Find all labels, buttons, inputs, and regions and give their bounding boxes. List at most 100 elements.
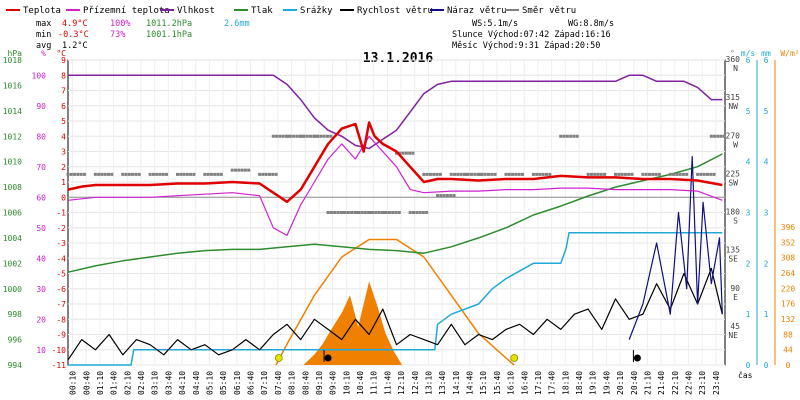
x-tick-31: 15:40 [493, 371, 502, 395]
x-tick-9: 04:40 [192, 371, 201, 395]
wm2-axis-tick-7: 88 [783, 330, 793, 339]
wind-direction-point [243, 168, 247, 172]
wind-direction-point [470, 172, 474, 176]
wind-direction-point [137, 172, 141, 176]
hpa-axis-tick-6: 1006 [3, 209, 22, 218]
wind-direction-point [203, 172, 207, 176]
wind-direction-point [271, 172, 275, 176]
ms-axis-tick-5: 1 [746, 310, 751, 319]
series-wind-gust [628, 156, 723, 340]
stat-ws: WS:5.1m/s [472, 19, 518, 29]
wind-direction-point [189, 172, 193, 176]
sunrise-marker [274, 354, 283, 362]
wind-direction-point [110, 172, 114, 176]
wind-direction-point [346, 211, 350, 214]
x-tick-43: 21:40 [657, 371, 666, 395]
wind-direction-point [439, 194, 443, 198]
wind-direction-point [490, 172, 494, 176]
x-tick-30: 15:10 [479, 371, 488, 395]
stat-min-press: 1001.1hPa [146, 30, 192, 40]
wind-direction-point [322, 134, 326, 138]
wind-direction-point [647, 172, 651, 176]
pct-axis-tick-9: 10 [36, 346, 46, 355]
wind-direction-point [514, 172, 518, 176]
wind-direction-point [630, 172, 634, 176]
wind-direction-point [302, 134, 306, 138]
x-tick-20: 10:10 [342, 371, 351, 395]
hpa-axis-tick-10: 998 [8, 310, 23, 319]
wind-direction-point [230, 168, 234, 172]
deg-axis-tick-6: 90 [730, 284, 740, 293]
legend-label-2: Vlhkost [177, 6, 215, 16]
wind-direction-point [219, 172, 223, 176]
temp-axis-tick-1: 8 [61, 71, 66, 80]
x-tick-29: 14:40 [466, 371, 475, 395]
mm-axis-tick-3: 3 [764, 209, 769, 218]
wind-direction-point [672, 172, 676, 176]
legend-label-1: Přízemní teplota [83, 6, 170, 16]
x-tick-39: 19:40 [602, 371, 611, 395]
mm-axis-tick-2: 4 [764, 158, 769, 167]
hpa-axis-tick-11: 996 [8, 336, 23, 345]
mm-axis-tick-6: 0 [764, 361, 769, 370]
wind-direction-point [367, 211, 371, 214]
wind-direction-point [565, 134, 569, 138]
x-tick-16: 08:10 [288, 371, 297, 395]
annotations-layer [274, 350, 641, 362]
temp-axis-tick-3: 6 [61, 102, 66, 111]
wind-direction-point [408, 211, 412, 214]
stat-avg-label: avg [36, 41, 51, 51]
wind-direction-point [572, 134, 576, 138]
wind-direction-point [411, 151, 415, 155]
hpa-axis-tick-4: 1010 [3, 158, 22, 167]
temp-axis-tick-20: -11 [52, 361, 67, 370]
ms-axis-unit: m/s [741, 49, 756, 58]
wind-direction-point [350, 211, 354, 214]
wind-direction-point [641, 172, 645, 176]
hpa-axis-tick-2: 1014 [3, 107, 22, 116]
wm2-axis-tick-3: 264 [781, 269, 796, 278]
wm2-axis-tick-4: 220 [781, 284, 796, 293]
wind-direction-point [329, 211, 333, 214]
wind-direction-point [319, 134, 323, 138]
wind-direction-point [384, 211, 388, 214]
axes: hPa1018101610141012101010081006100410021… [3, 49, 800, 370]
x-tick-5: 02:40 [137, 371, 146, 395]
x-axis: 00:10 00:40 01:10 01:40 02:10 02:40 03:10 03:40… [69, 370, 753, 395]
wm2-axis-tick-5: 176 [781, 300, 796, 309]
wind-direction-point [76, 172, 80, 176]
wind-direction-point [329, 134, 333, 138]
ms-axis-tick-2: 4 [746, 158, 751, 167]
wind-direction-point [107, 172, 111, 176]
hpa-axis-tick-5: 1008 [3, 183, 22, 192]
wind-direction-point [722, 134, 726, 138]
wm2-axis-tick-2: 308 [781, 254, 796, 263]
wind-direction-point [716, 134, 720, 138]
wind-direction-point [436, 194, 440, 198]
wind-direction-point [696, 172, 700, 176]
temp-axis-tick-16: -7 [56, 300, 66, 309]
wind-direction-point [206, 172, 210, 176]
deg-axis-dir-2: W [733, 140, 738, 149]
wm2-axis-tick-1: 352 [781, 238, 796, 247]
wind-direction-point [336, 211, 340, 214]
wind-direction-point [176, 172, 179, 176]
wm2-axis-tick-9: 0 [786, 361, 791, 370]
legend-label-6: Náraz větru [447, 6, 507, 16]
wind-direction-point [504, 172, 508, 176]
x-tick-11: 05:40 [219, 371, 228, 395]
wind-direction-point [408, 151, 412, 155]
wind-direction-point [278, 134, 282, 138]
x-tick-25: 12:40 [411, 371, 420, 395]
wind-direction-point [360, 211, 364, 214]
wind-direction-point [363, 211, 367, 214]
x-tick-41: 20:40 [630, 371, 639, 395]
wind-direction-point [281, 134, 285, 138]
wind-direction-point [185, 172, 189, 176]
x-tick-38: 19:10 [589, 371, 598, 395]
stat-max-temp: 4.9°C [62, 19, 88, 29]
x-tick-19: 09:40 [329, 371, 338, 395]
hpa-axis-tick-9: 1000 [3, 285, 22, 294]
wind-direction-point [264, 172, 268, 176]
moonrise-marker [324, 354, 332, 362]
